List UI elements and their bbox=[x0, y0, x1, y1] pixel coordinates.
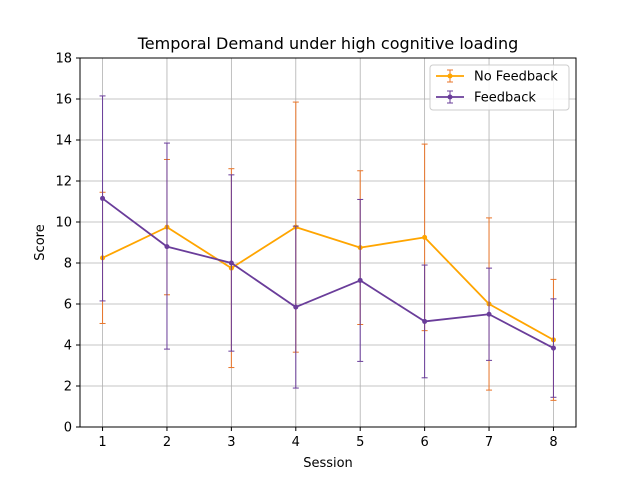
legend-marker bbox=[447, 73, 453, 79]
y-tick-label: 2 bbox=[64, 380, 72, 395]
data-point bbox=[550, 345, 556, 351]
legend: No Feedback Feedback bbox=[429, 64, 570, 111]
y-tick-label: 14 bbox=[55, 134, 72, 149]
y-tick-label: 16 bbox=[55, 93, 72, 108]
data-point bbox=[228, 260, 234, 266]
plot-frame bbox=[79, 57, 577, 428]
x-tick-label: 6 bbox=[420, 435, 428, 450]
series-line bbox=[102, 226, 554, 341]
data-point bbox=[486, 311, 492, 317]
x-tick-label: 8 bbox=[549, 435, 557, 450]
y-tick-label: 4 bbox=[64, 339, 72, 354]
data-point bbox=[100, 195, 106, 201]
data-point bbox=[422, 318, 428, 324]
x-tick-label: 5 bbox=[356, 435, 364, 450]
series-layer bbox=[99, 95, 557, 401]
x-tick-label: 3 bbox=[227, 435, 235, 450]
x-tick-label: 2 bbox=[163, 435, 171, 450]
y-tick-label: 0 bbox=[64, 421, 72, 436]
series-no-feedback bbox=[99, 101, 557, 401]
legend-item: Feedback bbox=[436, 90, 536, 106]
legend-marker bbox=[447, 94, 453, 100]
y-axis-label: Score bbox=[33, 224, 48, 260]
x-tick-label: 1 bbox=[98, 435, 106, 450]
y-tick-label: 12 bbox=[55, 175, 72, 190]
data-point bbox=[293, 304, 299, 310]
data-point bbox=[422, 234, 428, 240]
y-tick-label: 8 bbox=[64, 257, 72, 272]
grid bbox=[80, 57, 576, 428]
data-point bbox=[357, 277, 363, 283]
legend-label: Feedback bbox=[474, 91, 536, 106]
chart-title: Temporal Demand under high cognitive loa… bbox=[137, 34, 519, 53]
legend-item: No Feedback bbox=[436, 69, 558, 85]
x-tick-label: 4 bbox=[292, 435, 300, 450]
series-line bbox=[102, 197, 554, 349]
y-tick-label: 18 bbox=[55, 52, 72, 67]
y-tick-label: 6 bbox=[64, 298, 72, 313]
x-tick-label: 7 bbox=[485, 435, 493, 450]
x-axis-label: Session bbox=[303, 456, 353, 471]
y-tick-label: 10 bbox=[55, 216, 72, 231]
legend-box bbox=[429, 64, 570, 111]
data-point bbox=[164, 244, 170, 250]
legend-label: No Feedback bbox=[474, 70, 558, 85]
series-feedback bbox=[99, 95, 557, 398]
